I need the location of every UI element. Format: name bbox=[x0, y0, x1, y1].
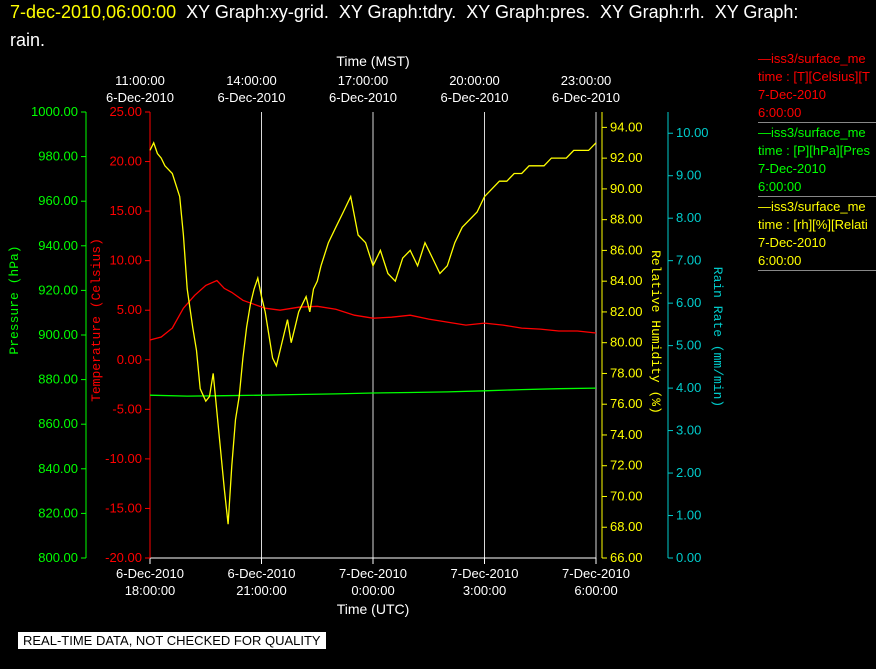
x-top-tick-label-time: 11:00:00 bbox=[115, 73, 165, 88]
title-timestamp: 7-dec-2010,06:00:00 bbox=[10, 2, 177, 22]
pressure-tick-label: 820.00 bbox=[38, 505, 78, 520]
legend-entry-line: —iss3/surface_me bbox=[758, 51, 866, 66]
pressure-tick-label: 940.00 bbox=[38, 238, 78, 253]
rain-tick-label: 2.00 bbox=[676, 465, 701, 480]
rain-tick-label: 7.00 bbox=[676, 253, 701, 268]
x-axis-top-title: Time (MST) bbox=[336, 53, 409, 69]
legend-entry-time: 6:00:00 bbox=[758, 178, 876, 197]
humidity-tick-label: 76.00 bbox=[610, 396, 643, 411]
legend-entry-line: —iss3/surface_me bbox=[758, 125, 866, 140]
temperature-tick-label: -15.00 bbox=[105, 500, 142, 515]
humidity-tick-label: 68.00 bbox=[610, 519, 643, 534]
x-tick-label-date: 7-Dec-2010 bbox=[339, 566, 407, 581]
x-top-tick-label-time: 14:00:00 bbox=[226, 73, 277, 88]
pressure-axis-title: Pressure (hPa) bbox=[7, 245, 22, 354]
pressure-tick-label: 840.00 bbox=[38, 461, 78, 476]
humidity-tick-label: 94.00 bbox=[610, 119, 643, 134]
x-tick-label-time: 18:00:00 bbox=[125, 583, 176, 598]
temperature-tick-label: -10.00 bbox=[105, 451, 142, 466]
temperature-tick-label: 10.00 bbox=[109, 253, 142, 268]
humidity-tick-label: 74.00 bbox=[610, 427, 643, 442]
window-title: 7-dec-2010,06:00:00 XY Graph:xy-grid. XY… bbox=[10, 2, 798, 23]
x-tick-label-time: 21:00:00 bbox=[236, 583, 287, 598]
x-tick-label-date: 6-Dec-2010 bbox=[228, 566, 296, 581]
rain-tick-label: 9.00 bbox=[676, 168, 701, 183]
humidity-tick-label: 70.00 bbox=[610, 488, 643, 503]
temperature-tick-label: 5.00 bbox=[117, 302, 142, 317]
temperature-axis-title: Temperature (Celsius) bbox=[89, 238, 104, 402]
rain-axis-title: Rain Rate (mm/min) bbox=[710, 267, 725, 407]
legend-entry-date: 7-Dec-2010 bbox=[758, 161, 826, 176]
temperature-tick-label: 0.00 bbox=[117, 352, 142, 367]
rain-tick-label: 3.00 bbox=[676, 423, 701, 438]
quality-banner: REAL-TIME DATA, NOT CHECKED FOR QUALITY bbox=[18, 632, 326, 649]
pressure-tick-label: 880.00 bbox=[38, 372, 78, 387]
x-top-tick-label-date: 6-Dec-2010 bbox=[106, 90, 174, 105]
x-tick-label-time: 3:00:00 bbox=[463, 583, 506, 598]
pressure-tick-label: 980.00 bbox=[38, 149, 78, 164]
rain-tick-label: 8.00 bbox=[676, 210, 701, 225]
legend-entry-time: 6:00:00 bbox=[758, 104, 876, 123]
x-top-tick-label-date: 6-Dec-2010 bbox=[552, 90, 620, 105]
x-top-tick-label-time: 23:00:00 bbox=[561, 73, 612, 88]
humidity-tick-label: 88.00 bbox=[610, 212, 643, 227]
x-top-tick-label-date: 6-Dec-2010 bbox=[441, 90, 509, 105]
humidity-tick-label: 82.00 bbox=[610, 304, 643, 319]
title-graph-list: XY Graph:xy-grid. XY Graph:tdry. XY Grap… bbox=[176, 2, 799, 22]
rain-tick-label: 5.00 bbox=[676, 338, 701, 353]
legend-entry-line: —iss3/surface_me bbox=[758, 199, 866, 214]
humidity-axis-title: Relative Humidity (%) bbox=[648, 250, 663, 414]
legend-entry-var: time : [P][hPa][Pres bbox=[758, 143, 870, 158]
temperature-tick-label: -20.00 bbox=[105, 550, 142, 565]
temperature-series-line bbox=[149, 279, 597, 341]
pressure-tick-label: 920.00 bbox=[38, 282, 78, 297]
x-top-tick-label-date: 6-Dec-2010 bbox=[329, 90, 397, 105]
x-tick-label-date: 7-Dec-2010 bbox=[562, 566, 630, 581]
x-axis-bottom-title: Time (UTC) bbox=[337, 601, 410, 617]
x-top-tick-label-time: 17:00:00 bbox=[338, 73, 389, 88]
legend-entry-date: 7-Dec-2010 bbox=[758, 235, 826, 250]
rain-tick-label: 4.00 bbox=[676, 380, 701, 395]
legend-entry-var: time : [T][Celsius][T bbox=[758, 69, 870, 84]
x-top-tick-label-time: 20:00:00 bbox=[449, 73, 500, 88]
legend-entry-time: 6:00:00 bbox=[758, 252, 876, 271]
x-tick-label-date: 7-Dec-2010 bbox=[451, 566, 519, 581]
pressure-series-line bbox=[149, 387, 597, 397]
humidity-tick-label: 84.00 bbox=[610, 273, 643, 288]
window-title-continued: rain. bbox=[10, 30, 46, 50]
humidity-tick-label: 78.00 bbox=[610, 365, 643, 380]
rain-tick-label: 0.00 bbox=[676, 550, 701, 565]
pressure-tick-label: 860.00 bbox=[38, 416, 78, 431]
x-tick-label-time: 0:00:00 bbox=[351, 583, 394, 598]
temperature-tick-label: -5.00 bbox=[112, 401, 142, 416]
pressure-tick-label: 900.00 bbox=[38, 327, 78, 342]
temperature-tick-label: 20.00 bbox=[109, 154, 142, 169]
temperature-tick-label: 25.00 bbox=[109, 104, 142, 119]
temperature-tick-label: 15.00 bbox=[109, 203, 142, 218]
legend-entry-date: 7-Dec-2010 bbox=[758, 87, 826, 102]
pressure-tick-label: 1000.00 bbox=[31, 104, 78, 119]
x-tick-label-time: 6:00:00 bbox=[574, 583, 617, 598]
x-tick-label-date: 6-Dec-2010 bbox=[116, 566, 184, 581]
humidity-tick-label: 80.00 bbox=[610, 335, 643, 350]
humidity-tick-label: 66.00 bbox=[610, 550, 643, 565]
rain-tick-label: 10.00 bbox=[676, 125, 709, 140]
legend-entry-var: time : [rh][%][Relati bbox=[758, 217, 868, 232]
rain-tick-label: 1.00 bbox=[676, 508, 701, 523]
humidity-tick-label: 86.00 bbox=[610, 242, 643, 257]
pressure-tick-label: 960.00 bbox=[38, 193, 78, 208]
humidity-tick-label: 90.00 bbox=[610, 181, 643, 196]
x-top-tick-label-date: 6-Dec-2010 bbox=[218, 90, 286, 105]
humidity-series-line bbox=[149, 141, 597, 525]
humidity-tick-label: 72.00 bbox=[610, 458, 643, 473]
pressure-tick-label: 800.00 bbox=[38, 550, 78, 565]
rain-tick-label: 6.00 bbox=[676, 295, 701, 310]
humidity-tick-label: 92.00 bbox=[610, 150, 643, 165]
